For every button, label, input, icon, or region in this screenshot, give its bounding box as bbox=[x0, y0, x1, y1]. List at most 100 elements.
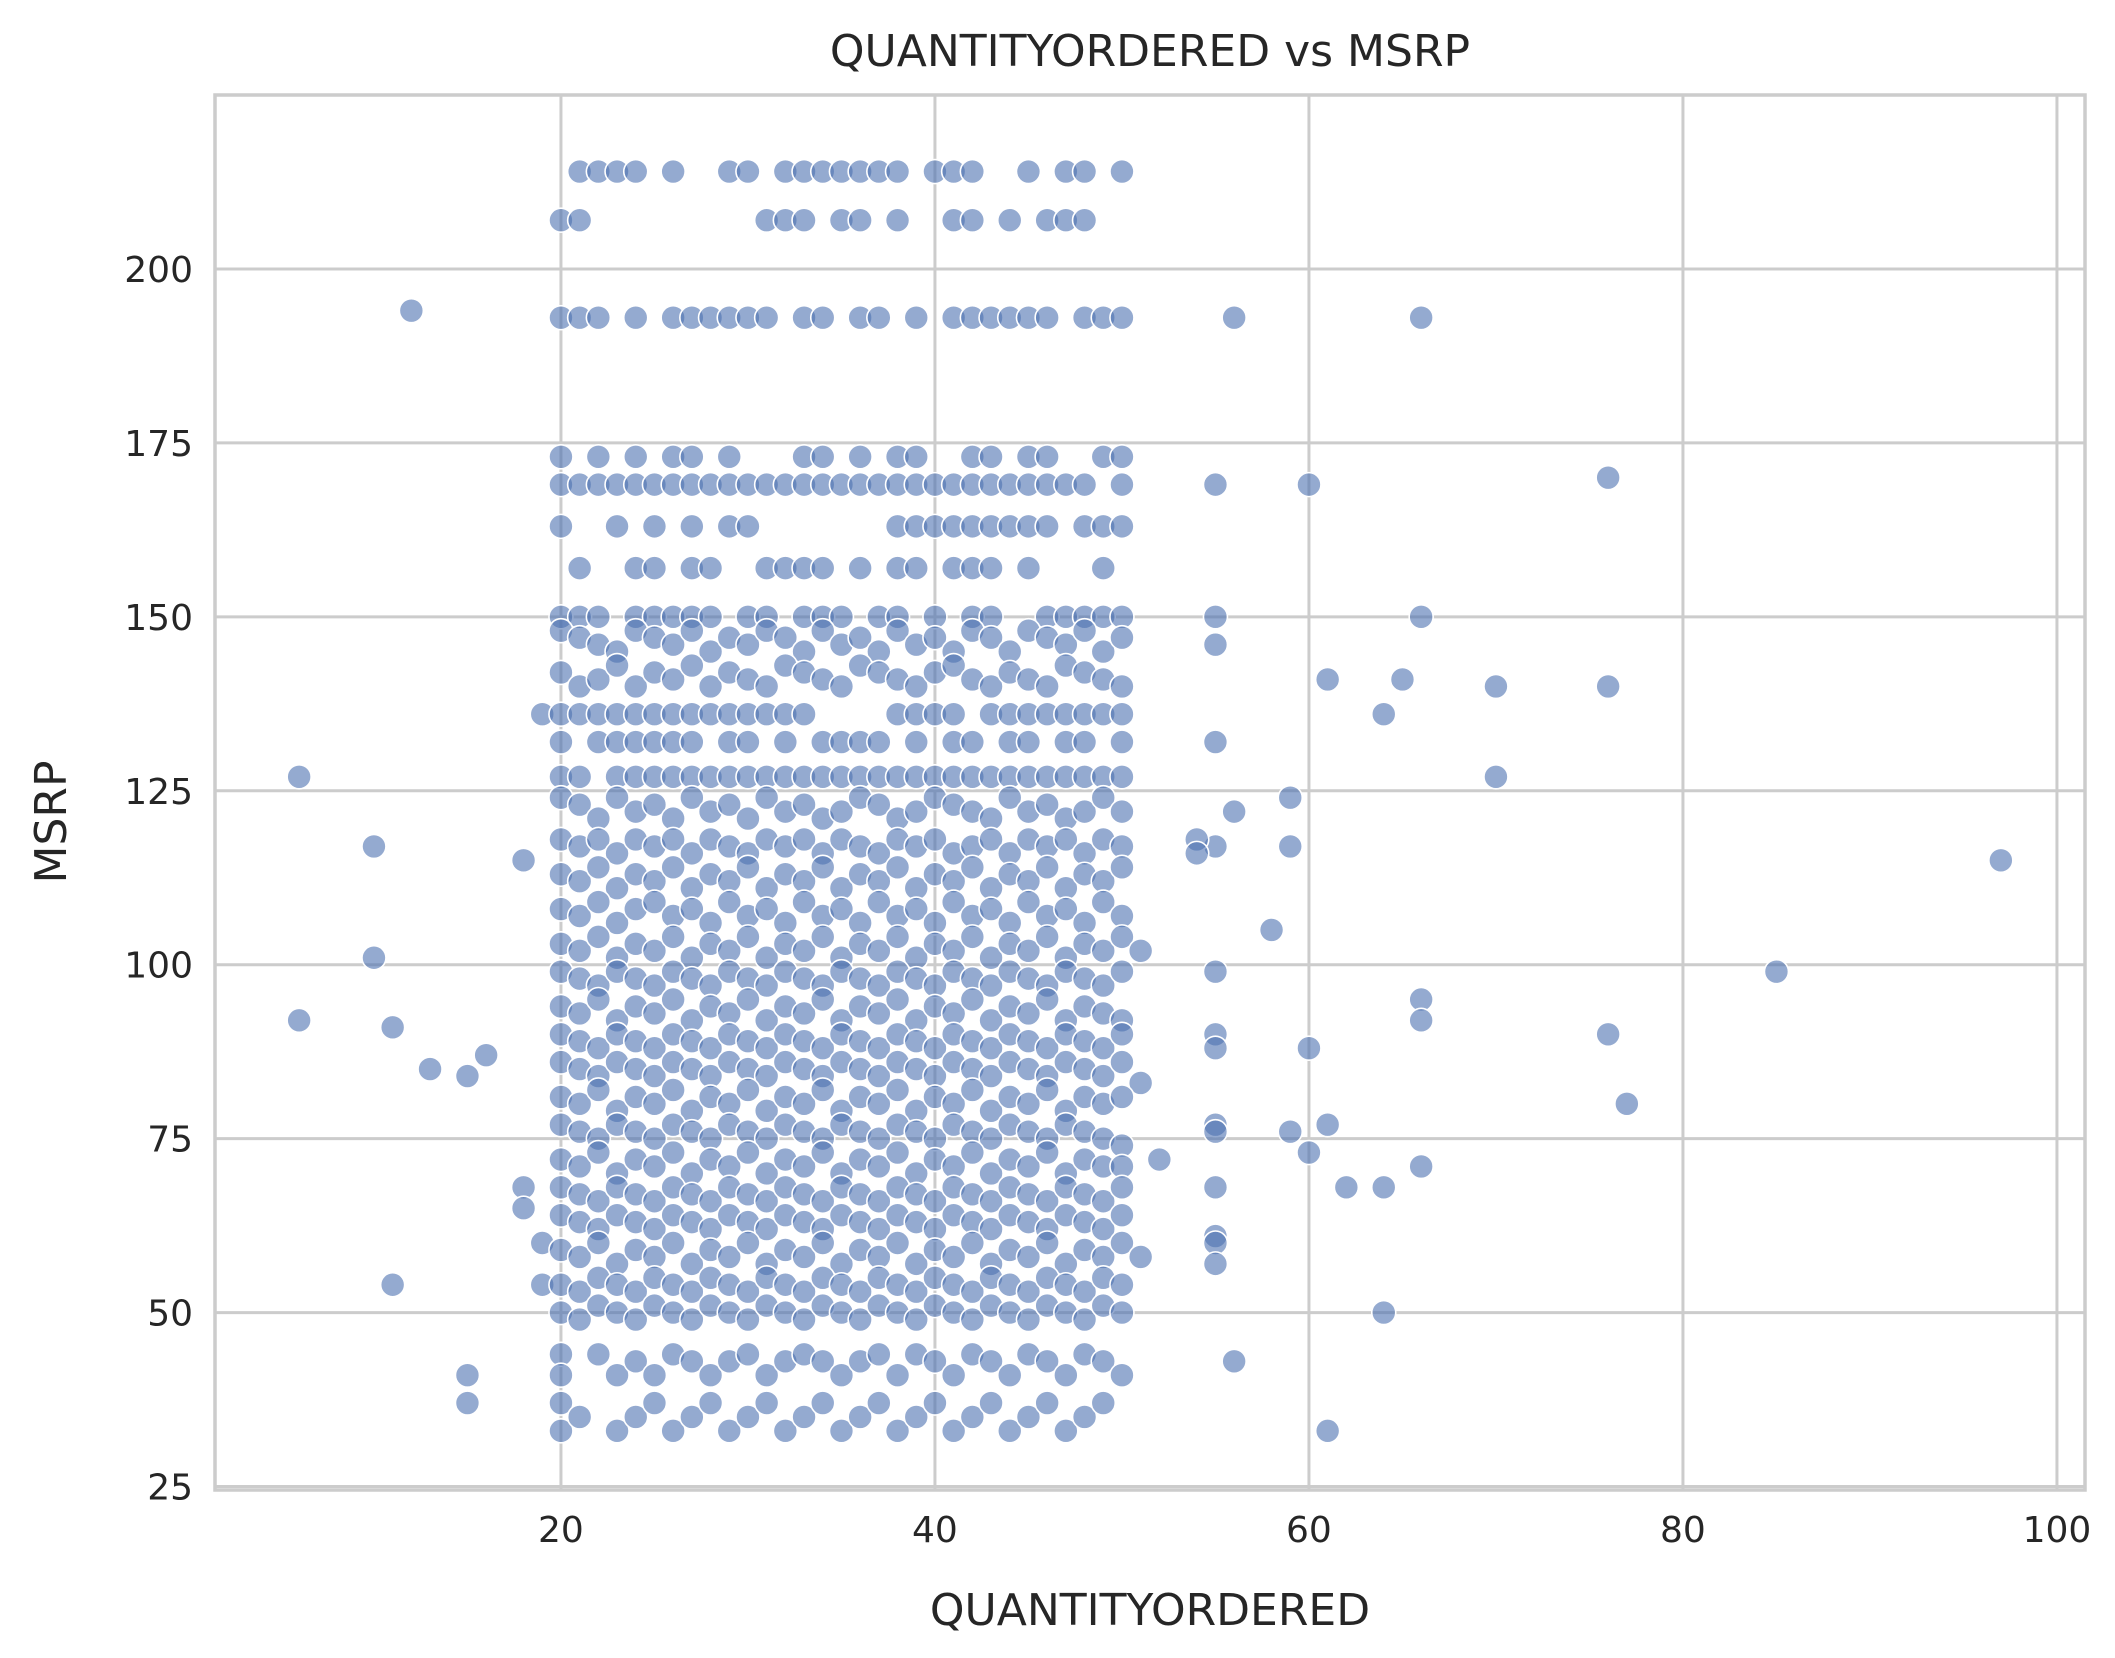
data-point-0-39 bbox=[1277, 784, 1304, 811]
data-point-0-474 bbox=[753, 896, 780, 922]
data-point-0-500 bbox=[660, 924, 686, 950]
data-point-0-845 bbox=[679, 1278, 705, 1305]
data-point-0-291 bbox=[1109, 673, 1135, 700]
data-point-0-894 bbox=[1015, 1306, 1042, 1333]
data-point-0-2 bbox=[361, 833, 387, 860]
data-point-0-50 bbox=[1370, 1174, 1397, 1201]
x-tick-labels: 20 40 60 80 100 bbox=[538, 1510, 2091, 1551]
data-point-0-79 bbox=[884, 158, 911, 185]
data-point-0-516 bbox=[959, 924, 986, 950]
data-point-0-41 bbox=[1277, 1118, 1304, 1145]
data-point-0-70 bbox=[660, 158, 686, 185]
data-point-0-51 bbox=[1370, 1299, 1397, 1326]
data-point-0-45 bbox=[1314, 666, 1341, 693]
data-point-0-59 bbox=[1483, 764, 1509, 790]
data-point-0-605 bbox=[866, 1035, 892, 1061]
data-point-0-42 bbox=[1296, 471, 1322, 498]
data-point-0-891 bbox=[959, 1306, 986, 1333]
data-point-0-827 bbox=[940, 1244, 967, 1270]
data-point-0-960 bbox=[1090, 1390, 1117, 1416]
data-point-0-512 bbox=[884, 924, 911, 950]
data-point-0-583 bbox=[1034, 986, 1060, 1013]
data-point-0-567 bbox=[735, 986, 761, 1013]
data-point-0-88 bbox=[566, 207, 593, 234]
data-point-0-624 bbox=[641, 1063, 668, 1089]
data-point-0-332 bbox=[903, 729, 930, 755]
data-point-0-20 bbox=[1202, 631, 1229, 658]
x-tick-label-60: 60 bbox=[1286, 1510, 1332, 1551]
data-point-0-25 bbox=[1202, 1035, 1229, 1061]
data-point-0-242 bbox=[772, 624, 799, 651]
data-point-0-936 bbox=[641, 1390, 668, 1416]
data-point-0-933 bbox=[566, 1404, 593, 1430]
data-point-0-537 bbox=[753, 972, 780, 999]
data-point-0-31 bbox=[1202, 1251, 1229, 1277]
data-point-0-40 bbox=[1277, 833, 1304, 860]
data-point-0-341 bbox=[566, 764, 593, 790]
data-point-0-752 bbox=[697, 1188, 724, 1215]
data-point-0-400 bbox=[1109, 798, 1135, 825]
data-point-0-260 bbox=[1109, 624, 1135, 651]
data-point-0-7 bbox=[417, 1056, 443, 1082]
data-point-0-433 bbox=[566, 868, 593, 895]
data-point-0-807 bbox=[566, 1244, 593, 1270]
data-point-0-905 bbox=[641, 1362, 668, 1388]
data-point-0-250 bbox=[922, 624, 948, 651]
data-point-0-379 bbox=[716, 791, 743, 818]
data-point-0-177 bbox=[735, 513, 761, 540]
data-point-0-857 bbox=[903, 1278, 930, 1305]
data-point-0-100 bbox=[1071, 207, 1098, 234]
data-point-0-727 bbox=[809, 1139, 836, 1166]
data-point-0-265 bbox=[622, 673, 649, 700]
data-point-0-280 bbox=[903, 673, 930, 700]
data-point-0-731 bbox=[884, 1139, 911, 1166]
data-point-0-596 bbox=[697, 1035, 724, 1061]
x-axis-label: QUANTITYORDERED bbox=[930, 1585, 1370, 1636]
data-point-0-414 bbox=[791, 826, 817, 853]
data-point-0-805 bbox=[1109, 1202, 1135, 1228]
y-tick-label-75: 75 bbox=[147, 1120, 193, 1161]
data-point-0-394 bbox=[996, 784, 1023, 811]
data-point-0-918 bbox=[884, 1362, 911, 1388]
data-point-0-465 bbox=[585, 889, 612, 915]
data-point-0-381 bbox=[753, 784, 780, 811]
data-point-0-27 bbox=[1202, 1118, 1229, 1145]
data-point-0-736 bbox=[978, 1160, 1004, 1187]
data-point-0-434 bbox=[585, 854, 612, 881]
data-point-0-141 bbox=[1109, 443, 1135, 470]
data-point-0-327 bbox=[772, 729, 799, 755]
data-point-0-259 bbox=[1090, 638, 1117, 665]
data-point-0-608 bbox=[922, 1035, 948, 1061]
data-point-0-726 bbox=[791, 1153, 817, 1180]
data-point-0-939 bbox=[697, 1390, 724, 1416]
data-point-0-43 bbox=[1296, 1035, 1322, 1061]
data-point-0-755 bbox=[753, 1188, 780, 1215]
data-point-0-8 bbox=[454, 1063, 481, 1089]
data-point-0-421 bbox=[922, 826, 948, 853]
data-point-0-808 bbox=[585, 1230, 612, 1256]
data-point-0-956 bbox=[1015, 1404, 1042, 1430]
data-point-0-248 bbox=[884, 617, 911, 644]
data-point-0-812 bbox=[660, 1230, 686, 1256]
data-point-0-85 bbox=[1071, 158, 1098, 185]
data-point-0-205 bbox=[1015, 555, 1042, 581]
data-point-0-112 bbox=[809, 304, 836, 331]
data-point-0-932 bbox=[548, 1418, 574, 1444]
data-point-0-792 bbox=[866, 1216, 892, 1242]
data-point-0-921 bbox=[940, 1362, 967, 1388]
plot-frame bbox=[213, 93, 2087, 1492]
data-point-0-305 bbox=[791, 701, 817, 728]
data-point-0-504 bbox=[735, 924, 761, 950]
data-point-0-204 bbox=[978, 555, 1004, 581]
data-point-0-730 bbox=[866, 1153, 892, 1180]
data-point-0-258 bbox=[1071, 617, 1098, 644]
data-point-0-237 bbox=[679, 617, 705, 644]
x-tick-label-100: 100 bbox=[2023, 1510, 2092, 1551]
data-point-0-831 bbox=[1015, 1244, 1042, 1270]
data-point-0-738 bbox=[1015, 1153, 1042, 1180]
data-point-0-110 bbox=[753, 304, 780, 331]
data-point-0-656 bbox=[641, 1091, 668, 1117]
data-point-0-466 bbox=[604, 910, 630, 936]
data-point-0-132 bbox=[809, 443, 836, 470]
